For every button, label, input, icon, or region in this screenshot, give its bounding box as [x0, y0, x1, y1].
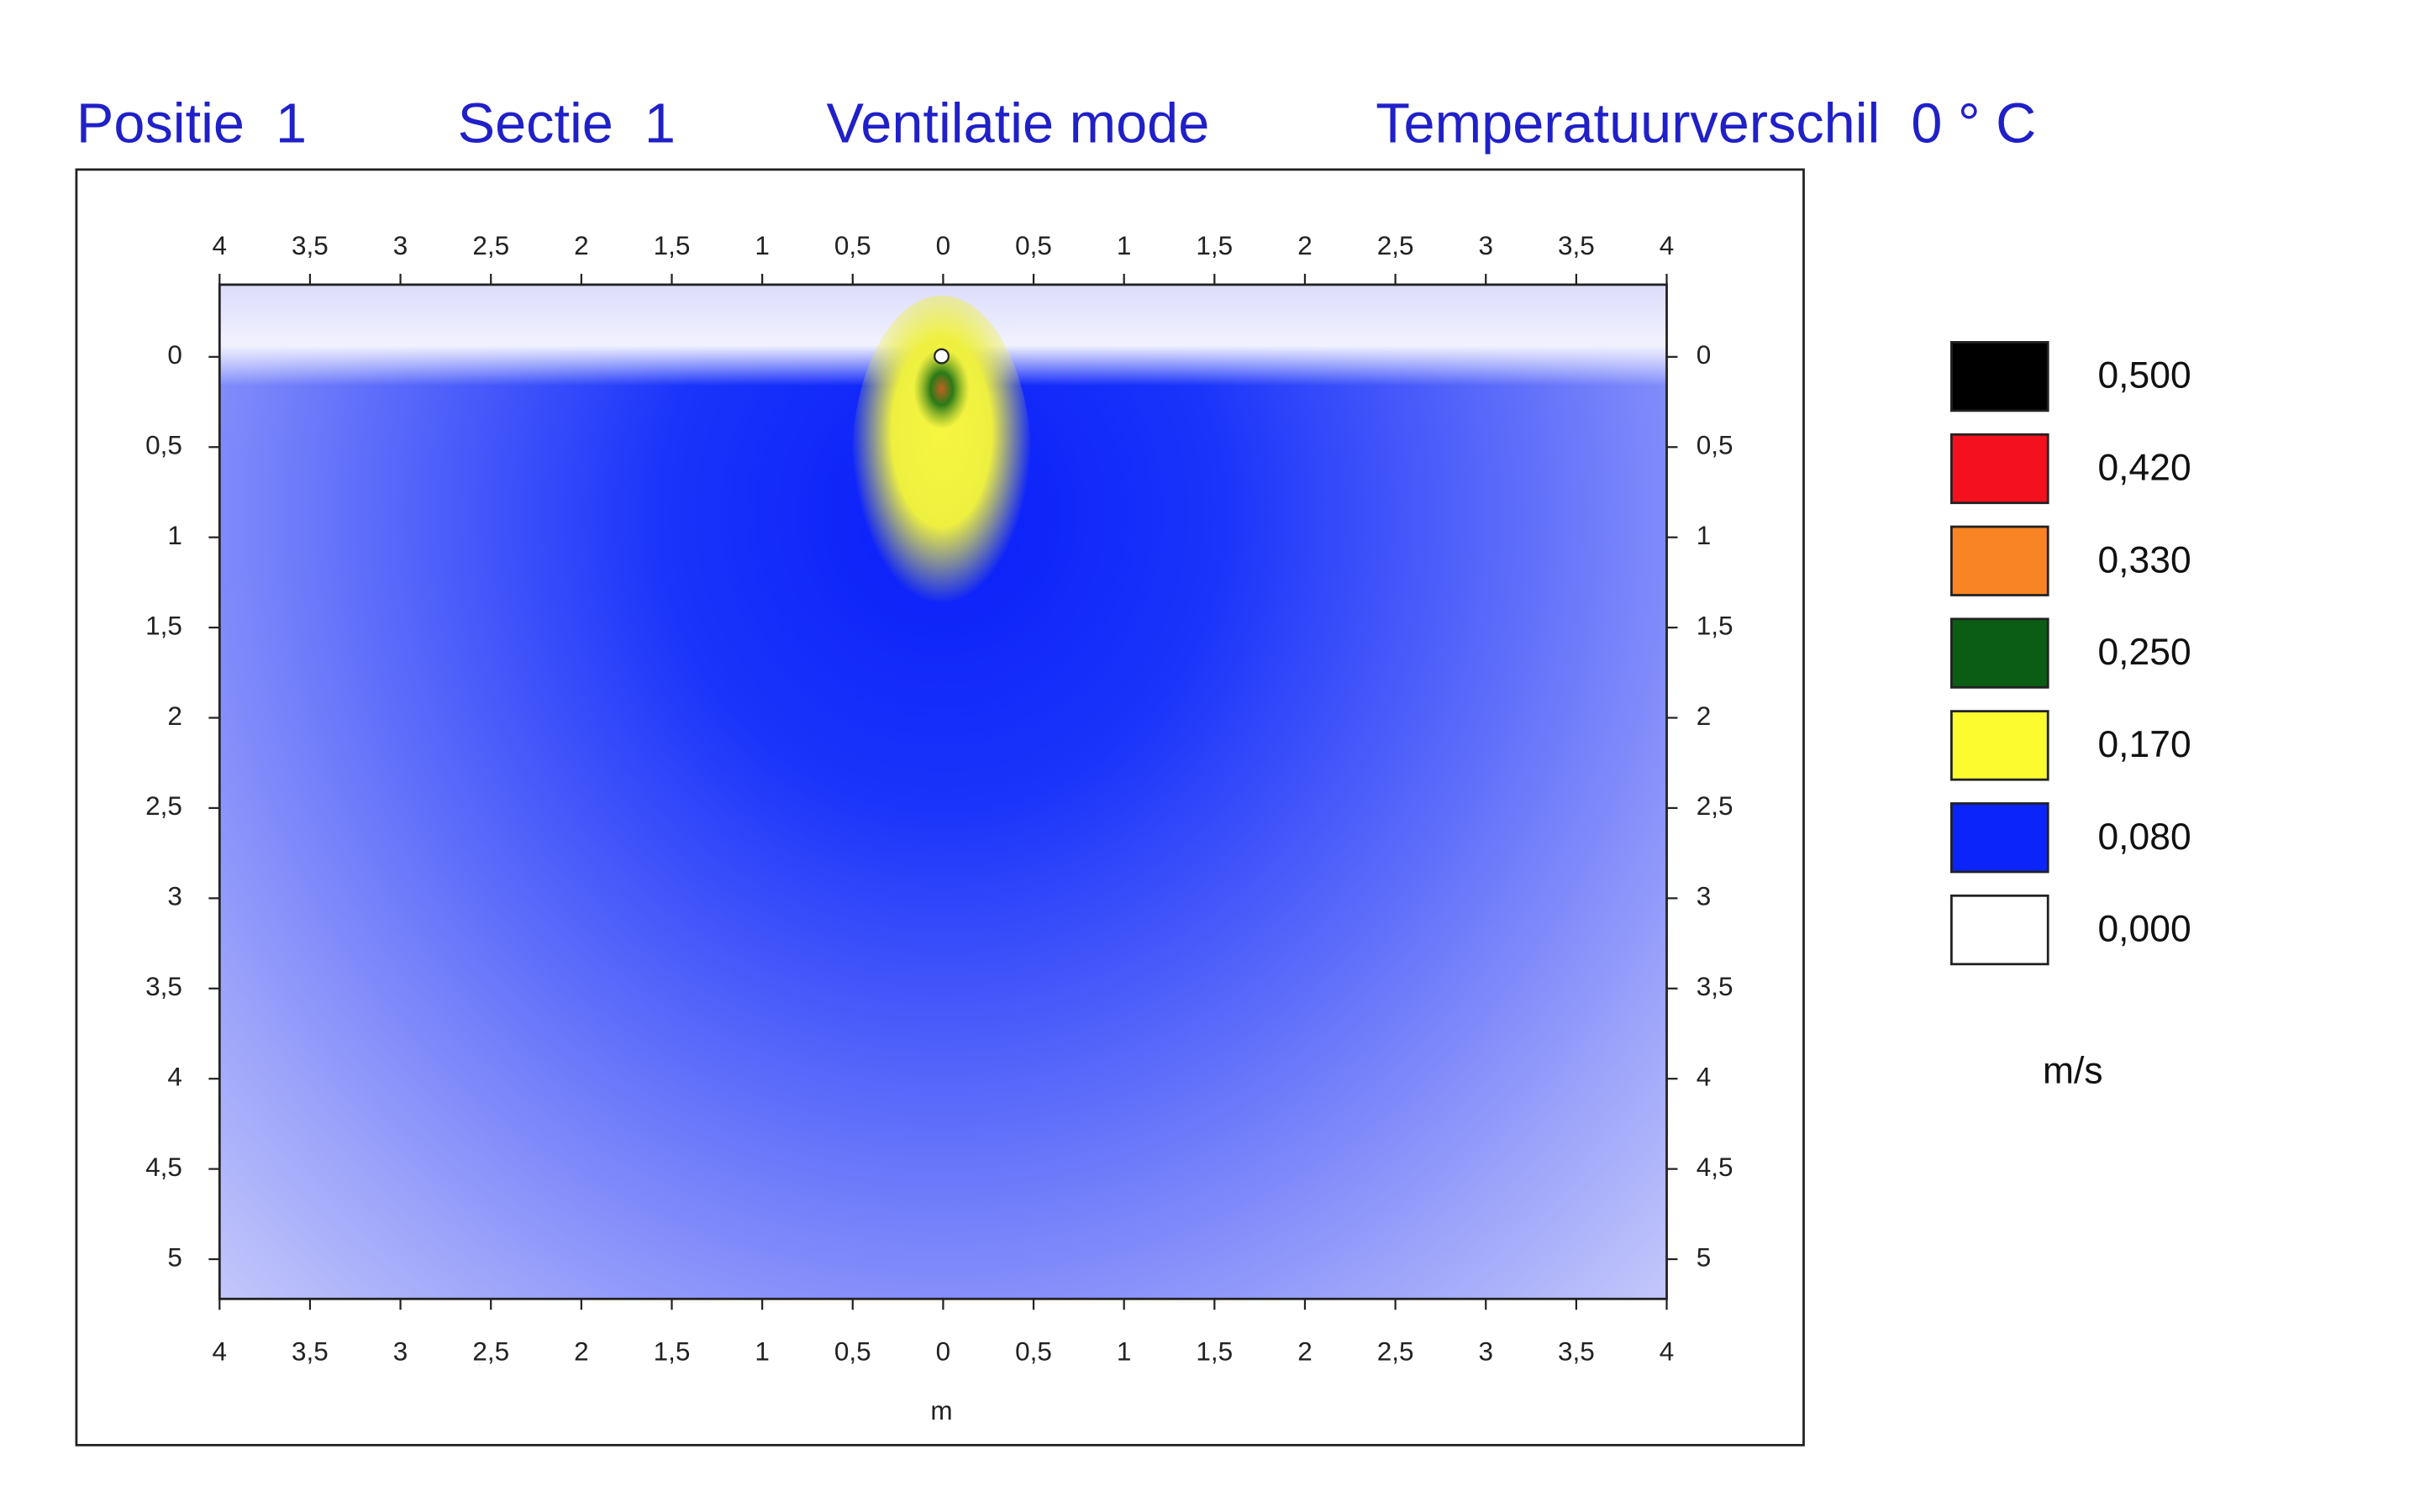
legend-label: 0,330 [2097, 539, 2191, 580]
y-tick-label-left: 0,5 [145, 431, 182, 460]
x-tick-label-top: 2 [1297, 231, 1313, 260]
x-tick-label-top: 4 [1660, 231, 1675, 260]
x-tick-label-top: 3 [393, 231, 408, 260]
y-tick-label-left: 0 [167, 340, 182, 370]
legend-label: 0,500 [2097, 355, 2191, 396]
x-tick-label-bottom: 3,5 [1558, 1336, 1595, 1366]
x-tick-label-bottom: 0 [936, 1336, 951, 1366]
x-tick-label-top: 1 [1117, 231, 1132, 260]
y-tick-label-right: 1 [1697, 521, 1712, 550]
y-tick-label-left: 2,5 [145, 791, 182, 821]
y-tick-label-right: 0,5 [1697, 431, 1733, 460]
y-tick-label-right: 4 [1697, 1063, 1712, 1092]
x-tick-label-top: 0 [936, 231, 951, 260]
x-tick-label-top: 3,5 [292, 231, 329, 260]
x-tick-label-bottom: 3 [1478, 1336, 1493, 1366]
x-tick-label-top: 1 [755, 231, 770, 260]
title: Positie 1 [76, 92, 307, 155]
x-tick-label-bottom: 3,5 [292, 1336, 329, 1366]
y-tick-label-left: 4,5 [145, 1152, 182, 1182]
x-tick-label-bottom: 4 [1660, 1336, 1675, 1366]
x-tick-label-bottom: 1 [755, 1336, 770, 1366]
title: Ventilatie mode [827, 92, 1210, 155]
y-tick-label-left: 2 [167, 701, 182, 731]
y-tick-label-right: 3 [1697, 882, 1712, 911]
x-tick-label-top: 1,5 [654, 231, 691, 260]
x-tick-label-bottom: 2 [574, 1336, 589, 1366]
y-tick-label-left: 1,5 [145, 611, 182, 640]
y-tick-label-right: 3,5 [1697, 972, 1733, 1001]
title: Temperatuurverschil 0 ° C [1376, 92, 2036, 155]
x-tick-label-top: 1,5 [1196, 231, 1233, 260]
y-tick-label-left: 5 [167, 1242, 182, 1272]
legend-swatch [1950, 710, 2049, 781]
heatmap-core-inner [913, 348, 970, 430]
x-tick-label-top: 3,5 [1558, 231, 1595, 260]
y-tick-label-right: 1,5 [1697, 611, 1733, 640]
x-tick-label-bottom: 1,5 [654, 1336, 691, 1366]
x-tick-label-bottom: 1 [1117, 1336, 1132, 1366]
y-tick-label-left: 3,5 [145, 972, 182, 1001]
heatmap-core [851, 295, 1032, 638]
y-tick-label-left: 3 [167, 882, 182, 911]
x-axis-label: m [930, 1396, 952, 1425]
legend-swatch [1950, 433, 2049, 505]
y-tick-label-right: 5 [1697, 1242, 1712, 1272]
x-tick-label-top: 0,5 [1015, 231, 1052, 260]
y-tick-label-right: 2,5 [1697, 791, 1733, 821]
x-tick-label-bottom: 0,5 [834, 1336, 871, 1366]
x-tick-label-top: 0,5 [834, 231, 871, 260]
legend-label: 0,080 [2097, 816, 2191, 858]
legend-swatch [1950, 341, 2049, 412]
x-tick-label-top: 2,5 [472, 231, 509, 260]
outlet [934, 348, 950, 365]
legend-swatch [1950, 802, 2049, 874]
x-tick-label-top: 2 [574, 231, 589, 260]
x-tick-label-bottom: 4 [213, 1336, 228, 1366]
y-tick-label-left: 1 [167, 521, 182, 550]
x-tick-label-top: 3 [1478, 231, 1493, 260]
title: Sectie 1 [458, 92, 676, 155]
legend-unit: m/s [2043, 1051, 2103, 1092]
y-tick-label-right: 0 [1697, 340, 1712, 370]
legend-label: 0,000 [2097, 909, 2191, 950]
legend-swatch [1950, 894, 2049, 966]
y-tick-label-right: 4,5 [1697, 1152, 1733, 1182]
y-tick-label-left: 4 [167, 1063, 182, 1092]
x-tick-label-bottom: 3 [393, 1336, 408, 1366]
x-tick-label-bottom: 1,5 [1196, 1336, 1233, 1366]
x-tick-label-bottom: 2 [1297, 1336, 1313, 1366]
legend-label: 0,170 [2097, 724, 2191, 765]
legend-label: 0,420 [2097, 448, 2191, 489]
x-tick-label-bottom: 0,5 [1015, 1336, 1052, 1366]
x-tick-label-bottom: 2,5 [472, 1336, 509, 1366]
legend-label: 0,250 [2097, 632, 2191, 673]
x-tick-label-top: 2,5 [1377, 231, 1414, 260]
y-tick-label-right: 2 [1697, 701, 1712, 731]
legend-swatch [1950, 525, 2049, 596]
legend-swatch [1950, 617, 2049, 689]
x-tick-label-top: 4 [213, 231, 228, 260]
x-tick-label-bottom: 2,5 [1377, 1336, 1414, 1366]
